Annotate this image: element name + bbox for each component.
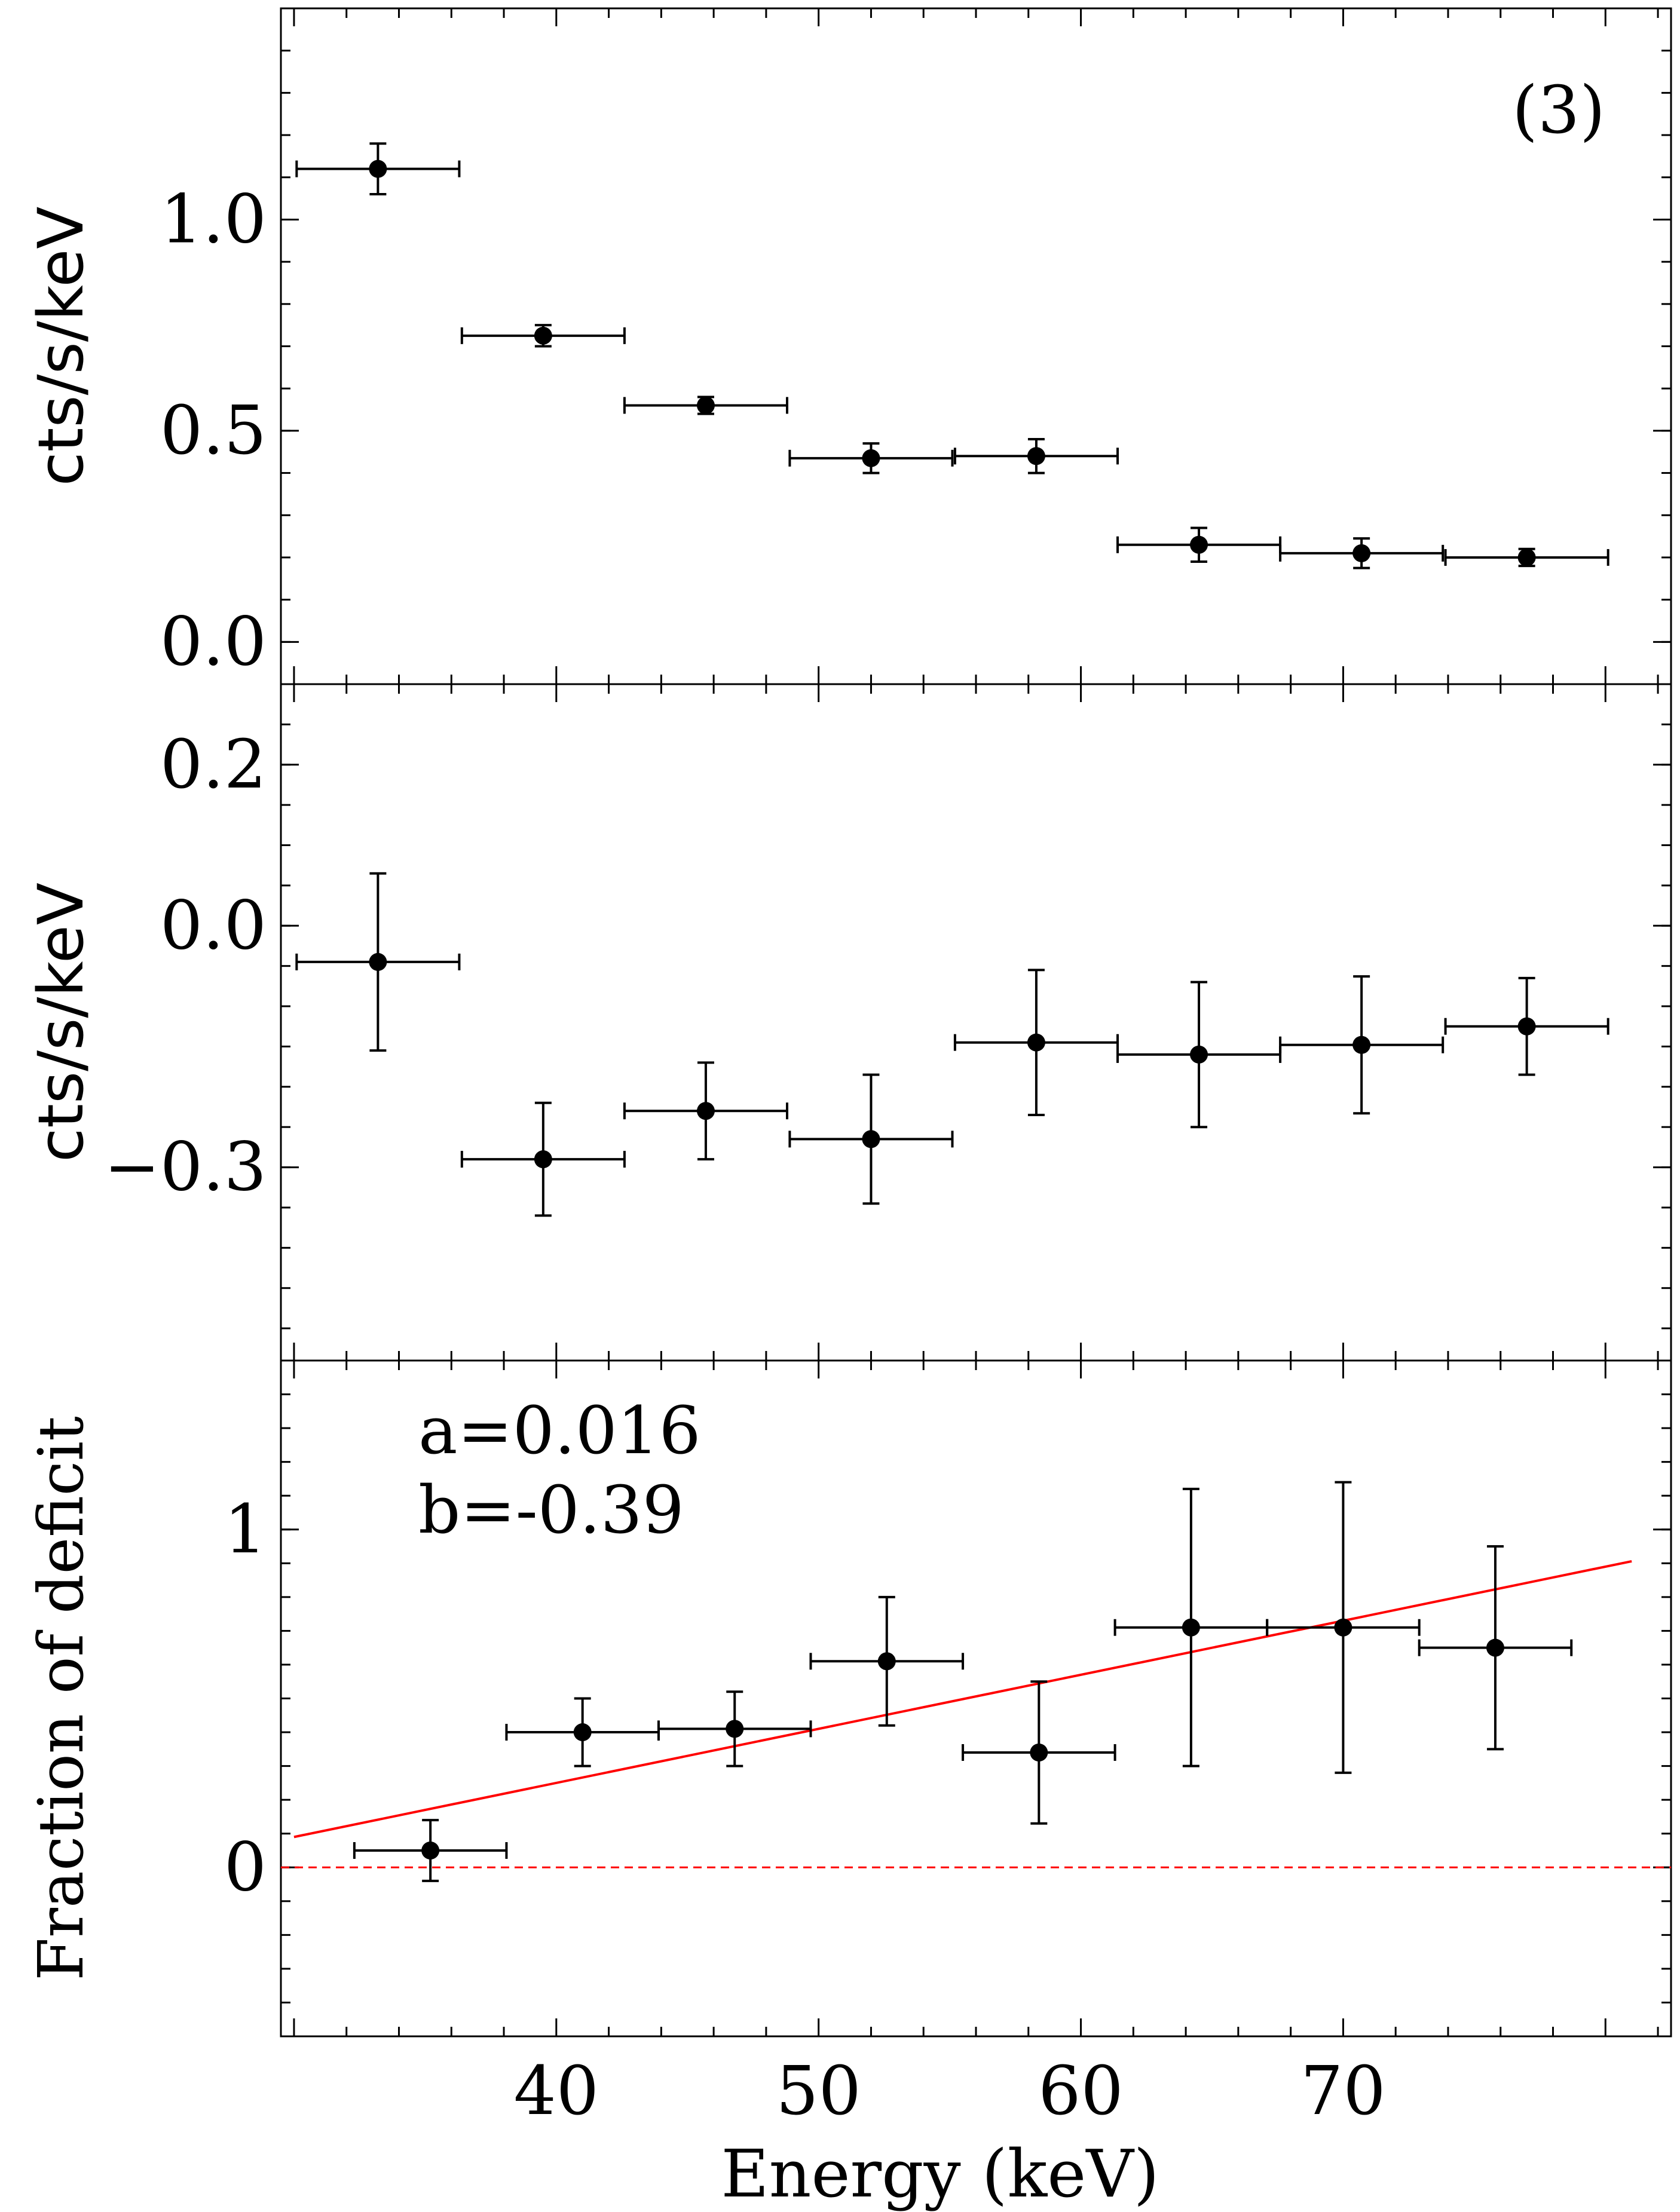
- data-marker: [862, 1130, 880, 1148]
- panel-middle: −0.3 0.0 0.2 cts/s/keV: [25, 683, 1672, 1362]
- data-marker: [534, 1150, 552, 1169]
- data-point: [460, 1101, 626, 1217]
- x-tick-label: 40: [514, 2052, 599, 2130]
- data-marker: [1182, 1618, 1200, 1637]
- y-tick-label: 0: [224, 1828, 267, 1906]
- data-point: [295, 872, 461, 1052]
- data-point: [788, 1073, 954, 1205]
- data-point: [962, 1680, 1116, 1825]
- x-tick-label: 50: [776, 2052, 861, 2130]
- data-point: [788, 442, 954, 474]
- data-marker: [369, 952, 387, 971]
- y-axis-label: Fraction of deficit: [25, 1416, 97, 1981]
- data-marker: [1027, 447, 1045, 465]
- data-point: [1266, 1481, 1421, 1774]
- data-point: [953, 438, 1119, 474]
- data-marker: [1352, 1035, 1371, 1054]
- y-tick-label: 0.0: [160, 603, 267, 681]
- data-point: [505, 1697, 660, 1767]
- data-marker: [696, 1102, 715, 1120]
- data-marker: [534, 326, 552, 345]
- panel-frame: [280, 683, 1672, 1362]
- data-point: [1279, 537, 1445, 569]
- data-point: [1116, 981, 1282, 1129]
- data-marker: [862, 449, 880, 467]
- y-axis-label: cts/s/keV: [25, 206, 97, 486]
- data-point: [1444, 547, 1609, 568]
- panel-frame: [280, 7, 1672, 685]
- data-marker: [1486, 1638, 1504, 1657]
- data-marker: [1190, 1045, 1208, 1064]
- data-point: [460, 324, 626, 348]
- data-marker: [1027, 1033, 1045, 1052]
- data-point: [1444, 976, 1609, 1076]
- data-marker: [1030, 1743, 1048, 1761]
- data-point: [1418, 1545, 1573, 1751]
- data-point: [953, 969, 1119, 1116]
- y-axis-label: cts/s/keV: [25, 883, 97, 1162]
- data-point: [657, 1690, 812, 1767]
- fit-line: [293, 1560, 1632, 1839]
- data-marker: [726, 1720, 744, 1738]
- plot-area: 0.0 0.5 1.0 cts/s/keV (3) −0.3 0.0 0.2 cts/s/keV…: [25, 7, 1672, 2212]
- y-tick-label: −0.3: [104, 1129, 267, 1206]
- data-point: [809, 1595, 965, 1727]
- data-point: [623, 1061, 789, 1161]
- y-tick-label: 0.2: [160, 726, 267, 804]
- x-axis-label: Energy (keV): [721, 2136, 1159, 2212]
- data-point: [1116, 526, 1282, 563]
- data-point: [295, 142, 461, 196]
- x-tick-label: 70: [1300, 2052, 1386, 2130]
- data-marker: [1517, 1017, 1536, 1035]
- data-marker: [1517, 548, 1536, 566]
- data-marker: [573, 1723, 592, 1742]
- data-point: [623, 396, 789, 415]
- panel-top: 0.0 0.5 1.0 cts/s/keV (3): [25, 7, 1672, 685]
- data-marker: [1334, 1618, 1352, 1637]
- data-marker: [696, 396, 715, 415]
- data-marker: [369, 160, 387, 178]
- data-marker: [1190, 535, 1208, 554]
- y-tick-label: 1: [224, 1491, 267, 1568]
- fit-parameter-label: b=-0.39: [418, 1472, 684, 1548]
- data-marker: [877, 1652, 896, 1671]
- data-marker: [421, 1841, 440, 1859]
- data-point: [353, 1819, 508, 1882]
- data-point: [1113, 1487, 1269, 1767]
- y-tick-label: 0.0: [160, 887, 267, 964]
- panel-number-label: (3): [1512, 72, 1605, 148]
- data-point: [1279, 975, 1445, 1115]
- fit-parameter-label: a=0.016: [418, 1392, 701, 1469]
- data-marker: [1352, 544, 1371, 562]
- y-tick-label: 0.5: [160, 392, 267, 470]
- y-tick-label: 1.0: [160, 180, 267, 258]
- x-tick-label: 60: [1038, 2052, 1124, 2130]
